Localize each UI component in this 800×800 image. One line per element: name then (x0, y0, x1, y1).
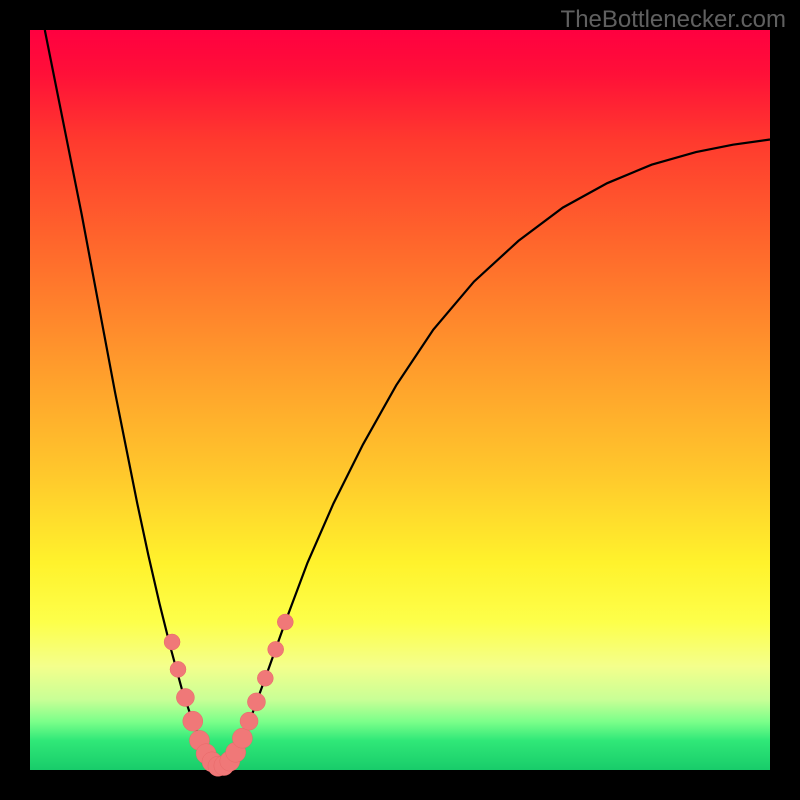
data-marker (268, 641, 284, 657)
data-marker (164, 634, 180, 650)
watermark-label: TheBottlenecker.com (561, 6, 786, 34)
data-marker (247, 693, 265, 711)
data-marker (277, 614, 293, 630)
chart-container: TheBottlenecker.com (0, 0, 800, 800)
chart-svg (0, 0, 800, 800)
data-marker (257, 670, 273, 686)
data-marker (176, 688, 194, 706)
data-marker (232, 728, 252, 748)
plot-area-background (30, 30, 770, 770)
data-marker (170, 661, 186, 677)
data-marker (240, 712, 258, 730)
data-marker (183, 711, 203, 731)
